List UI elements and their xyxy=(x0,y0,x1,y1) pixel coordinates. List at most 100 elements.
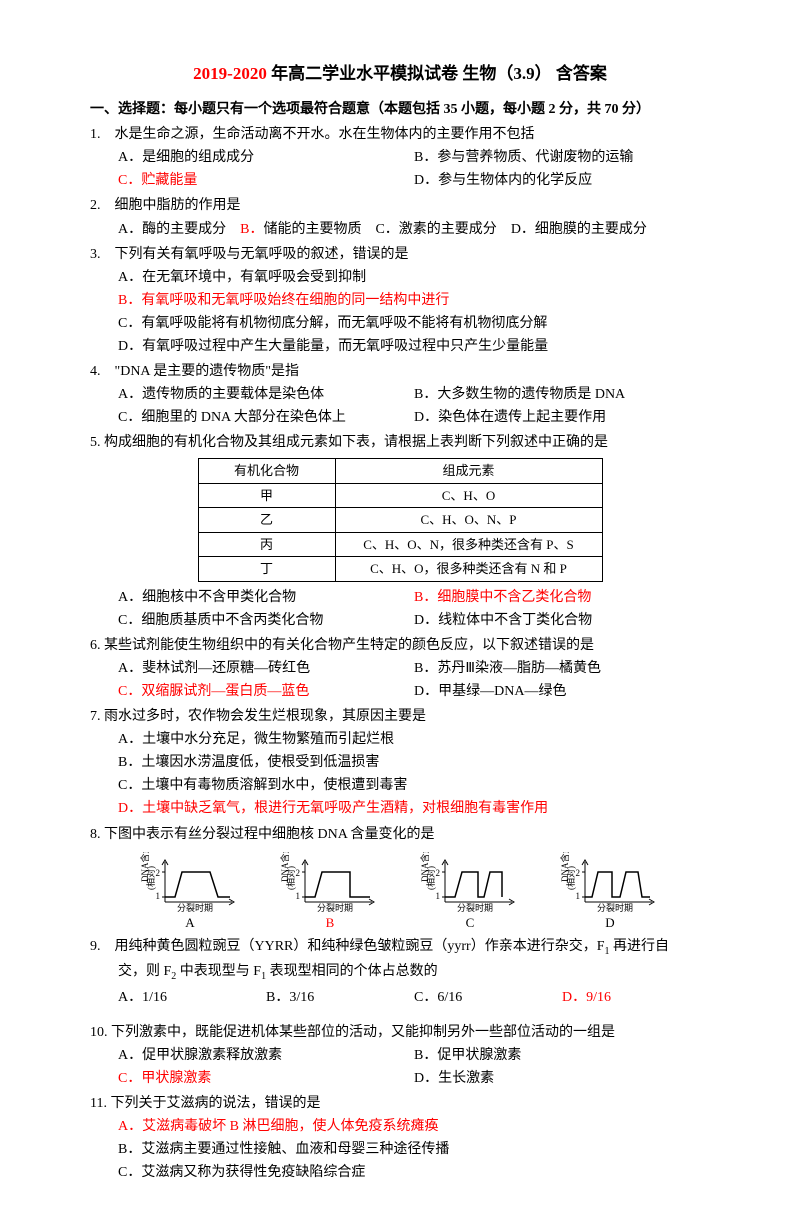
q10-stem: 10. 下列激素中，既能促进机体某些部位的活动，又能抑制另外一些部位活动的一组是 xyxy=(90,1021,710,1044)
dna-chart-A: DNA含量 (相对) 2 1 分裂时期 A xyxy=(140,852,240,933)
question-3: 3. 下列有关有氧呼吸与无氧呼吸的叙述，错误的是 A．在无氧环境中，有氧呼吸会受… xyxy=(90,243,710,358)
svg-text:1: 1 xyxy=(296,891,301,901)
svg-text:2: 2 xyxy=(576,868,581,878)
q1-opt-b: B．参与营养物质、代谢废物的运输 xyxy=(414,146,710,169)
q4-stem: 4. "DNA 是主要的遗传物质"是指 xyxy=(90,360,710,383)
q5-opt-a: A．细胞核中不含甲类化合物 xyxy=(118,586,414,609)
svg-text:分裂时期: 分裂时期 xyxy=(457,902,493,912)
svg-text:分裂时期: 分裂时期 xyxy=(177,902,213,912)
table-row: 丙C、H、O、N，很多种类还含有 P、S xyxy=(198,532,602,556)
table-row: 有机化合物 组成元素 xyxy=(198,459,602,483)
dna-chart-D: DNA含量 (相对) 2 1 分裂时期 D xyxy=(560,852,660,933)
title-rest: 年高二学业水平模拟试卷 生物（3.9） 含答案 xyxy=(267,64,607,83)
q2-opt-b-label: B． xyxy=(240,222,263,237)
q5-opt-d: D．线粒体中不含丁类化合物 xyxy=(414,609,710,632)
question-2: 2. 细胞中脂肪的作用是 A．酶的主要成分 B．储能的主要物质 C．激素的主要成… xyxy=(90,194,710,240)
q11-opt-c: C．艾滋病又称为获得性免疫缺陷综合症 xyxy=(90,1161,710,1184)
svg-text:2: 2 xyxy=(156,868,161,878)
q7-opt-b: B．土壤因水涝温度低，使根受到低温损害 xyxy=(90,751,710,774)
q5-stem: 5. 构成细胞的有机化合物及其组成元素如下表，请根据上表判断下列叙述中正确的是 xyxy=(90,431,710,454)
q9-opt-b: B．3/16 xyxy=(266,986,414,1009)
question-4: 4. "DNA 是主要的遗传物质"是指 A．遗传物质的主要载体是染色体 B．大多… xyxy=(90,360,710,429)
q7-opt-c: C．土壤中有毒物质溶解到水中，使根遭到毒害 xyxy=(90,774,710,797)
svg-text:分裂时期: 分裂时期 xyxy=(317,902,353,912)
page-title: 2019-2020 年高二学业水平模拟试卷 生物（3.9） 含答案 xyxy=(90,60,710,88)
q10-opt-d: D．生长激素 xyxy=(414,1067,710,1090)
q10-opt-b: B．促甲状腺激素 xyxy=(414,1044,710,1067)
chart-icon: DNA含量 (相对) 2 1 分裂时期 xyxy=(280,852,380,912)
svg-text:分裂时期: 分裂时期 xyxy=(597,902,633,912)
q2-stem: 2. 细胞中脂肪的作用是 xyxy=(90,194,710,217)
q3-opt-b: B．有氧呼吸和无氧呼吸始终在细胞的同一结构中进行 xyxy=(118,293,449,308)
q1-opt-d: D．参与生物体内的化学反应 xyxy=(414,169,710,192)
q7-opt-a: A．土壤中水分充足，微生物繁殖而引起烂根 xyxy=(90,728,710,751)
svg-text:1: 1 xyxy=(436,891,441,901)
q9-opt-a: A．1/16 xyxy=(118,986,266,1009)
q7-stem: 7. 雨水过多时，农作物会发生烂根现象，其原因主要是 xyxy=(90,705,710,728)
q6-opt-a: A．斐林试剂—还原糖—砖红色 xyxy=(118,657,414,680)
q3-opt-d: D．有氧呼吸过程中产生大量能量，而无氧呼吸过程中只产生少量能量 xyxy=(90,335,710,358)
question-11: 11. 下列关于艾滋病的说法，错误的是 A．艾滋病毒破坏 B 淋巴细胞，使人体免… xyxy=(90,1092,710,1184)
q4-opt-a: A．遗传物质的主要载体是染色体 xyxy=(118,383,414,406)
q3-opt-a: A．在无氧环境中，有氧呼吸会受到抑制 xyxy=(90,266,710,289)
q9-stem-line2: 交，则 F2 中表现型与 F1 表现型相同的个体占总数的 xyxy=(90,960,710,985)
q1-opt-c: C．贮藏能量 xyxy=(118,173,197,188)
question-10: 10. 下列激素中，既能促进机体某些部位的活动，又能抑制另外一些部位活动的一组是… xyxy=(90,1021,710,1090)
q5-opt-c: C．细胞质基质中不含丙类化合物 xyxy=(118,609,414,632)
question-1: 1. 水是生命之源，生命活动离不开水。水在生物体内的主要作用不包括 A．是细胞的… xyxy=(90,123,710,192)
q7-opt-d: D．土壤中缺乏氧气，根进行无氧呼吸产生酒精，对根细胞有毒害作用 xyxy=(118,801,548,816)
q9-opt-d: D．9/16 xyxy=(562,990,611,1005)
svg-text:2: 2 xyxy=(436,868,441,878)
q3-opt-c: C．有氧呼吸能将有机物彻底分解，而无氧呼吸不能将有机物彻底分解 xyxy=(90,312,710,335)
chart-label: D xyxy=(605,915,614,930)
chart-label: B xyxy=(326,915,335,930)
q11-opt-b: B．艾滋病主要通过性接触、血液和母婴三种途径传播 xyxy=(90,1138,710,1161)
table-row: 乙C、H、O、N、P xyxy=(198,508,602,532)
q10-opt-c: C．甲状腺激素 xyxy=(118,1071,211,1086)
dna-chart-B: DNA含量 (相对) 2 1 分裂时期 B xyxy=(280,852,380,933)
q8-charts: DNA含量 (相对) 2 1 分裂时期 A DNA含量 (相对) 2 1 分裂时… xyxy=(120,852,680,933)
q2-opt-b-text: 储能的主要物质 xyxy=(263,222,361,237)
svg-text:2: 2 xyxy=(296,868,301,878)
q4-opt-c: C．细胞里的 DNA 大部分在染色体上 xyxy=(118,406,414,429)
q9-opt-c: C．6/16 xyxy=(414,986,562,1009)
q6-stem: 6. 某些试剂能使生物组织中的有关化合物产生特定的颜色反应，以下叙述错误的是 xyxy=(90,634,710,657)
q9-stem-line1: 9. 用纯种黄色圆粒豌豆（YYRR）和纯种绿色皱粒豌豆（yyrr）作亲本进行杂交… xyxy=(90,935,710,960)
q1-stem: 1. 水是生命之源，生命活动离不开水。水在生物体内的主要作用不包括 xyxy=(90,123,710,146)
question-5: 5. 构成细胞的有机化合物及其组成元素如下表，请根据上表判断下列叙述中正确的是 … xyxy=(90,431,710,631)
question-8: 8. 下图中表示有丝分裂过程中细胞核 DNA 含量变化的是 DNA含量 (相对)… xyxy=(90,823,710,934)
chart-label: C xyxy=(466,915,475,930)
table-row: 甲C、H、O xyxy=(198,483,602,507)
svg-text:(相对): (相对) xyxy=(425,866,436,890)
q5-th-0: 有机化合物 xyxy=(198,459,335,483)
question-7: 7. 雨水过多时，农作物会发生烂根现象，其原因主要是 A．土壤中水分充足，微生物… xyxy=(90,705,710,820)
q11-stem: 11. 下列关于艾滋病的说法，错误的是 xyxy=(90,1092,710,1115)
q6-opt-c: C．双缩脲试剂—蛋白质—蓝色 xyxy=(118,684,309,699)
q1-opt-a: A．是细胞的组成成分 xyxy=(118,146,414,169)
svg-text:(相对): (相对) xyxy=(565,866,576,890)
q5-opt-b: B．细胞膜中不含乙类化合物 xyxy=(414,590,591,605)
question-6: 6. 某些试剂能使生物组织中的有关化合物产生特定的颜色反应，以下叙述错误的是 A… xyxy=(90,634,710,703)
q6-opt-d: D．甲基绿—DNA—绿色 xyxy=(414,680,710,703)
q5-table: 有机化合物 组成元素 甲C、H、O 乙C、H、O、N、P 丙C、H、O、N，很多… xyxy=(198,458,603,581)
svg-text:(相对): (相对) xyxy=(145,866,156,890)
chart-icon: DNA含量 (相对) 2 1 分裂时期 xyxy=(140,852,240,912)
q2-opt-d: D．细胞膜的主要成分 xyxy=(511,222,647,237)
exam-page: 2019-2020 年高二学业水平模拟试卷 生物（3.9） 含答案 一、选择题：… xyxy=(0,0,800,1226)
chart-icon: DNA含量 (相对) 2 1 分裂时期 xyxy=(560,852,660,912)
svg-text:1: 1 xyxy=(576,891,581,901)
title-year: 2019-2020 xyxy=(193,64,267,83)
q2-opt-a: A．酶的主要成分 xyxy=(118,222,226,237)
chart-label: A xyxy=(185,915,194,930)
q5-th-1: 组成元素 xyxy=(335,459,602,483)
q2-opt-c: C．激素的主要成分 xyxy=(375,222,496,237)
svg-text:(相对): (相对) xyxy=(285,866,296,890)
dna-chart-C: DNA含量 (相对) 2 1 分裂时期 C xyxy=(420,852,520,933)
table-row: 丁C、H、O，很多种类还含有 N 和 P xyxy=(198,557,602,581)
q8-stem: 8. 下图中表示有丝分裂过程中细胞核 DNA 含量变化的是 xyxy=(90,823,710,846)
chart-icon: DNA含量 (相对) 2 1 分裂时期 xyxy=(420,852,520,912)
question-9: 9. 用纯种黄色圆粒豌豆（YYRR）和纯种绿色皱粒豌豆（yyrr）作亲本进行杂交… xyxy=(90,935,710,1009)
section-head: 一、选择题：每小题只有一个选项最符合题意（本题包括 35 小题，每小题 2 分，… xyxy=(90,98,710,121)
q3-stem: 3. 下列有关有氧呼吸与无氧呼吸的叙述，错误的是 xyxy=(90,243,710,266)
q4-opt-d: D．染色体在遗传上起主要作用 xyxy=(414,406,710,429)
